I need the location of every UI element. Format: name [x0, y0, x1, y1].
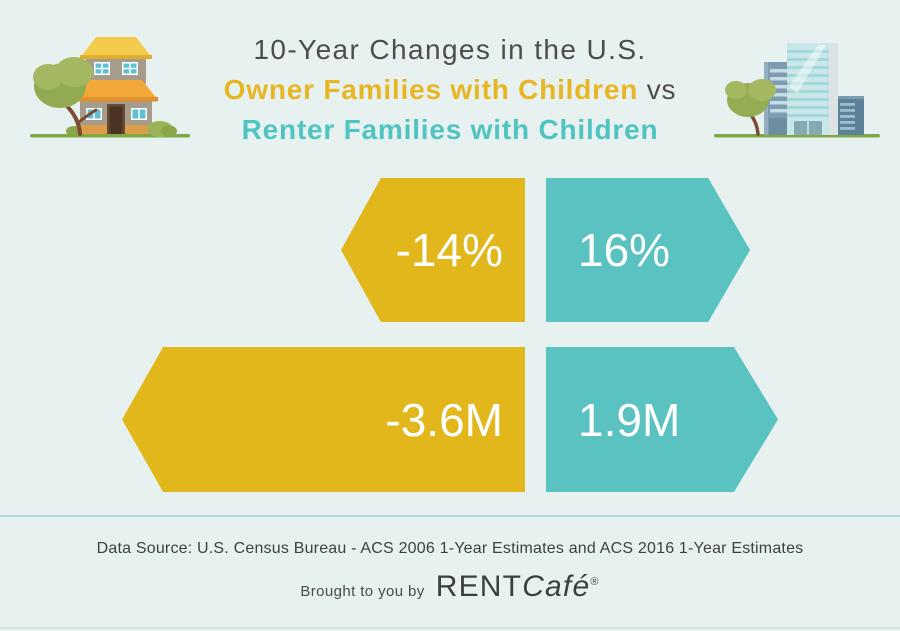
renter-absolute-change-arrow: 1.9M: [546, 347, 778, 492]
title-line-2: Owner Families with Children vs: [178, 70, 722, 110]
brought-to-you-by-label: Brought to you by: [300, 583, 425, 600]
brand-line: Brought to you by RENTCafé®: [0, 570, 900, 604]
owner-absolute-value: -3.6M: [385, 393, 503, 446]
front-door: [107, 104, 125, 134]
data-source-text: Data Source: U.S. Census Bureau - ACS 20…: [96, 540, 804, 557]
owner-percent-value: -14%: [395, 224, 503, 276]
house: [74, 37, 158, 134]
footer-divider: [0, 515, 900, 517]
rentcafe-logo-italic: Café: [522, 570, 591, 603]
bottom-border-line: [0, 627, 900, 629]
tree: [33, 57, 98, 136]
rentcafe-logo: RENTCafé®: [436, 570, 600, 604]
title: 10-Year Changes in the U.S. Owner Famili…: [178, 30, 722, 150]
owner-percent-change-arrow: -14%: [341, 178, 525, 322]
registered-trademark-icon: ®: [590, 576, 600, 588]
upper-window: [122, 62, 138, 75]
upper-window: [94, 62, 110, 75]
house-illustration: [30, 37, 190, 138]
rentcafe-logo-regular: RENT: [435, 570, 523, 603]
city-buildings-illustration: [714, 38, 880, 138]
renter-percent-value: 16%: [578, 224, 671, 276]
vs-label: vs: [638, 74, 677, 105]
tree: [725, 79, 776, 136]
glass-tower: [784, 38, 840, 135]
owner-absolute-change-arrow: -3.6M: [122, 347, 525, 492]
right-building: [836, 96, 864, 135]
renter-families-label: Renter Families with Children: [241, 114, 659, 145]
title-line-1: 10-Year Changes in the U.S.: [253, 34, 647, 65]
renter-percent-change-arrow: 16%: [546, 178, 750, 322]
owner-families-label: Owner Families with Children: [223, 74, 639, 105]
renter-absolute-value: 1.9M: [578, 393, 681, 446]
lower-window: [131, 108, 147, 120]
